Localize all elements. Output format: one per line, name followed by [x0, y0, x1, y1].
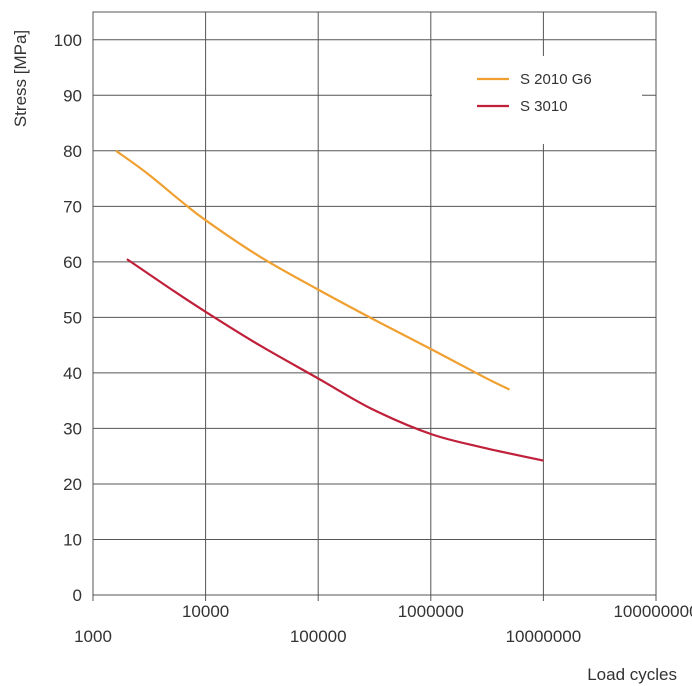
- legend: S 2010 G6 S 3010: [477, 71, 592, 115]
- y-tick-labels: 0 10 20 30 40 50 60 70 80 90 100: [54, 31, 82, 605]
- y-tick-label: 90: [63, 86, 82, 105]
- x-axis-label: Load cycles: [587, 665, 677, 684]
- y-tick-label: 60: [63, 253, 82, 272]
- x-tick-label: 10000: [182, 602, 229, 621]
- y-tick-label: 30: [63, 419, 82, 438]
- x-tick-label: 1000: [74, 627, 112, 646]
- x-tick-label: 1000000: [398, 602, 464, 621]
- x-tick-label: 100000000: [613, 602, 692, 621]
- y-tick-label: 70: [63, 197, 82, 216]
- x-tick-labels: 1000 10000 100000 1000000 10000000 100000000: [74, 602, 692, 646]
- y-tick-label: 20: [63, 475, 82, 494]
- y-tick-label: 40: [63, 364, 82, 383]
- series-line-1: [115, 149, 510, 391]
- legend-background: [432, 56, 642, 144]
- legend-label-1: S 2010 G6: [520, 71, 592, 88]
- y-tick-label: 10: [63, 530, 82, 549]
- y-axis-label: Stress [MPa]: [11, 30, 30, 127]
- legend-label-2: S 3010: [520, 98, 568, 115]
- y-tick-label: 0: [73, 586, 82, 605]
- y-tick-label: 100: [54, 31, 82, 50]
- y-tick-label: 50: [63, 308, 82, 327]
- y-tick-label: 80: [63, 142, 82, 161]
- series-lines: [115, 149, 544, 462]
- x-tick-label: 100000: [290, 627, 347, 646]
- x-tick-label: 10000000: [506, 627, 582, 646]
- series-line-2: [126, 258, 544, 462]
